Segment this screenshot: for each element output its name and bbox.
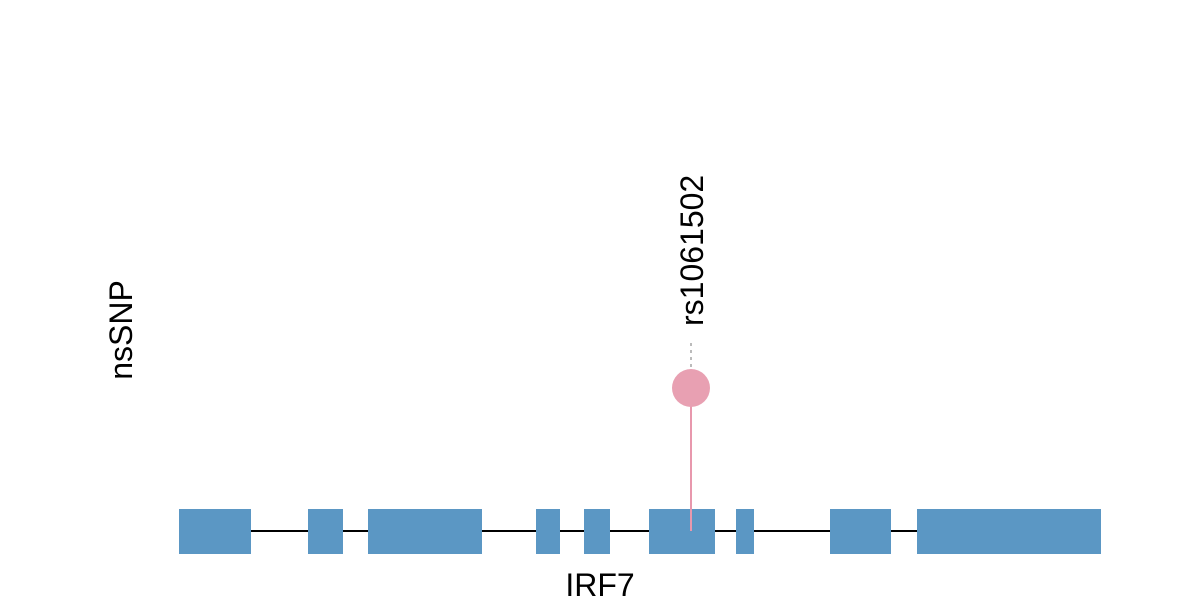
track-label: nsSNP bbox=[103, 280, 139, 380]
exon bbox=[649, 509, 715, 554]
snp-label: rs1061502 bbox=[674, 175, 710, 326]
gene-label: IRF7 bbox=[565, 567, 634, 600]
exon bbox=[917, 509, 1101, 554]
exon bbox=[179, 509, 251, 554]
exon bbox=[536, 509, 560, 554]
exons bbox=[179, 509, 1101, 554]
exon bbox=[368, 509, 482, 554]
exon bbox=[584, 509, 610, 554]
exon bbox=[308, 509, 343, 554]
snp-marker[interactable] bbox=[672, 369, 710, 407]
exon bbox=[830, 509, 891, 554]
exon bbox=[736, 509, 754, 554]
